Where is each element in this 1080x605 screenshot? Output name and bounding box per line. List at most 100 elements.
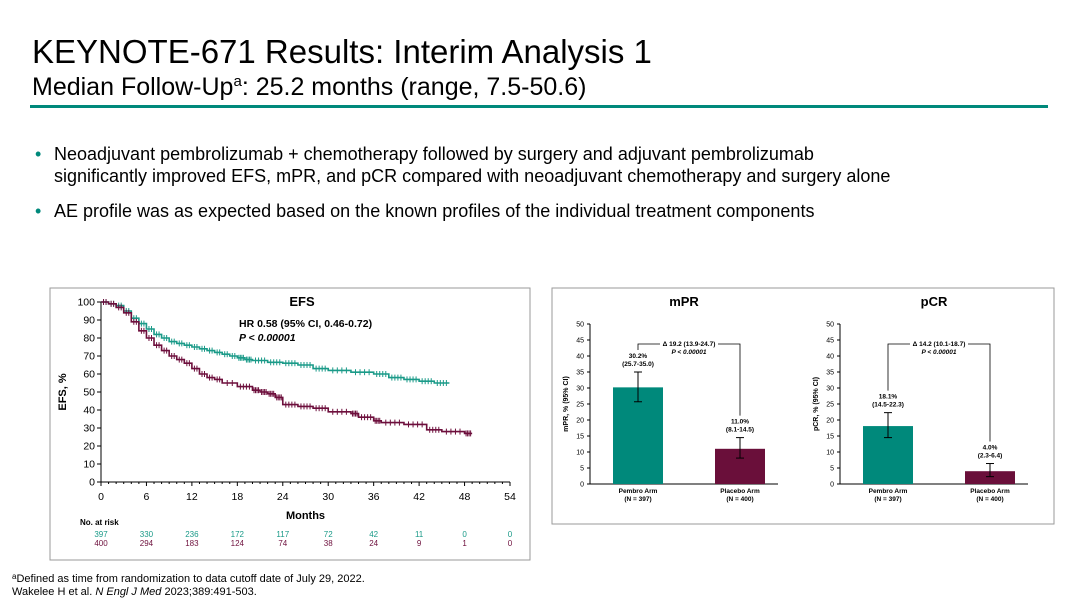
pcr-y-tick-label: 0 — [830, 482, 834, 489]
bullet-dot-icon: • — [35, 144, 42, 164]
pcr-category-n: (N = 397) — [874, 496, 901, 503]
risk-table-cell: 172 — [231, 530, 245, 539]
pcr-category-label: Pembro Arm — [869, 488, 908, 495]
mpr-category-n: (N = 397) — [624, 496, 651, 503]
mpr-y-tick-label: 0 — [580, 482, 584, 489]
risk-table-cell: 1 — [462, 539, 467, 548]
efs-y-tick-label: 80 — [83, 333, 95, 345]
efs-y-tick-label: 20 — [83, 441, 95, 453]
mpr-bracket-right — [718, 343, 741, 416]
pcr-y-tick-label: 10 — [826, 450, 834, 457]
pcr-bracket-left — [887, 343, 910, 391]
efs-y-tick-label: 70 — [83, 351, 95, 363]
bullet-text: AE profile was as expected based on the … — [54, 200, 1052, 222]
efs-x-tick-label: 36 — [368, 491, 380, 503]
risk-table-cell: 400 — [94, 539, 108, 548]
efs-panel-frame — [49, 287, 531, 561]
citation-journal: N Engl J Med — [95, 586, 162, 598]
pcr-bracket-right — [968, 343, 991, 442]
mpr-y-tick-label: 20 — [576, 418, 584, 425]
risk-table-cell: 0 — [508, 539, 513, 548]
pcr-value-label: 18.1% — [879, 394, 898, 401]
efs-x-tick-label: 24 — [277, 491, 289, 503]
efs-y-tick-label: 100 — [77, 297, 95, 309]
citation: Wakelee H et al. N Engl J Med 2023;389:4… — [12, 586, 257, 599]
efs-y-tick-label: 90 — [83, 315, 95, 327]
bullet-line: AE profile was as expected based on the … — [54, 201, 815, 221]
efs-x-tick-label: 54 — [504, 491, 516, 503]
efs-p-annotation: P < 0.00001 — [239, 332, 296, 344]
mpr-diff-label: Δ 19.2 (13.9-24.7) — [663, 341, 716, 348]
title-divider — [30, 105, 1048, 108]
efs-y-tick-label: 10 — [83, 459, 95, 471]
efs-hr-annotation: HR 0.58 (95% CI, 0.46-0.72) — [239, 318, 372, 330]
risk-table-cell: 124 — [231, 539, 245, 548]
bullet-line: Neoadjuvant pembrolizumab + chemotherapy… — [54, 144, 814, 164]
risk-table-cell: 183 — [185, 539, 199, 548]
mpr-ci-label: (25.7-35.0) — [622, 361, 654, 368]
pcr-diff-label: Δ 14.2 (10.1-18.7) — [913, 341, 966, 348]
risk-table-cell: 236 — [185, 530, 199, 539]
pcr-y-tick-label: 30 — [826, 386, 834, 393]
risk-table-cell: 294 — [140, 539, 154, 548]
mpr-y-tick-label: 50 — [576, 322, 584, 329]
footnote: aDefined as time from randomization to d… — [12, 573, 365, 586]
pcr-ci-label: (2.3-6.4) — [978, 453, 1003, 460]
mpr-p-label: P < 0.00001 — [672, 349, 707, 356]
pcr-y-tick-label: 35 — [826, 370, 834, 377]
efs-y-tick-label: 60 — [83, 369, 95, 381]
footnote-text: Defined as time from randomization to da… — [16, 573, 365, 585]
pcr-y-tick-label: 20 — [826, 418, 834, 425]
mpr-title: mPR — [669, 294, 699, 309]
mpr-category-n: (N = 400) — [726, 496, 753, 503]
pcr-value-label: 4.0% — [983, 445, 998, 452]
slide-title: KEYNOTE-671 Results: Interim Analysis 1 — [32, 33, 652, 70]
risk-table-cell: 11 — [415, 530, 424, 539]
citation-authors: Wakelee H et al. — [12, 586, 96, 598]
efs-x-tick-label: 48 — [459, 491, 471, 503]
pcr-ci-label: (14.5-22.3) — [872, 402, 904, 409]
risk-table-cell: 74 — [278, 539, 287, 548]
mpr-y-tick-label: 25 — [576, 402, 584, 409]
risk-table-label: No. at risk — [80, 518, 119, 527]
pcr-y-tick-label: 50 — [826, 322, 834, 329]
pcr-y-tick-label: 45 — [826, 338, 834, 345]
pcr-title: pCR — [921, 294, 948, 309]
bullet-item: • Neoadjuvant pembrolizumab + chemothera… — [32, 143, 1052, 187]
pcr-p-label: P < 0.00001 — [922, 349, 957, 356]
efs-x-tick-label: 6 — [144, 491, 150, 503]
pcr-category-label: Placebo Arm — [970, 488, 1010, 495]
risk-table-cell: 330 — [140, 530, 154, 539]
efs-curve-placebo — [101, 301, 473, 435]
footnote-marker: a — [12, 572, 17, 581]
mpr-value-label: 11.0% — [731, 419, 749, 426]
pcr-y-tick-label: 15 — [826, 434, 834, 441]
bullet-list: • Neoadjuvant pembrolizumab + chemothera… — [32, 143, 1052, 235]
mpr-y-tick-label: 10 — [576, 450, 584, 457]
pcr-y-axis-label: pCR, % (95% CI) — [813, 377, 820, 431]
efs-x-tick-label: 12 — [186, 491, 198, 503]
bullet-dot-icon: • — [35, 201, 42, 221]
risk-table-cell: 117 — [276, 530, 289, 539]
efs-y-axis-label: EFS, % — [57, 373, 69, 411]
mpr-y-tick-label: 35 — [576, 370, 584, 377]
risk-table-cell: 38 — [324, 539, 333, 548]
bullet-text: Neoadjuvant pembrolizumab + chemotherapy… — [54, 143, 1052, 187]
mpr-bar-pembro — [613, 387, 663, 484]
subtitle-text-2: : 25.2 months (range, 7.5-50.6) — [241, 73, 587, 101]
subtitle-text: Median Follow-Up — [32, 73, 234, 101]
mpr-y-tick-label: 40 — [576, 354, 584, 361]
risk-table-cell: 72 — [324, 530, 333, 539]
risk-table-cell: 42 — [369, 530, 378, 539]
risk-table-cell: 0 — [462, 530, 467, 539]
pcr-y-tick-label: 5 — [830, 466, 834, 473]
efs-curve-pembro — [101, 301, 450, 384]
mpr-chart: 0 5 10 15 20 25 30 35 40 45 50 mPR, % (95% CI) mPR 30… — [563, 294, 778, 503]
mpr-category-label: Placebo Arm — [720, 488, 760, 495]
pcr-y-tick-label: 40 — [826, 354, 834, 361]
slide-subtitle: Median Follow-Upa: 25.2 months (range, 7… — [32, 72, 586, 102]
efs-x-tick-label: 0 — [98, 491, 104, 503]
pcr-bar-placebo — [965, 471, 1015, 484]
